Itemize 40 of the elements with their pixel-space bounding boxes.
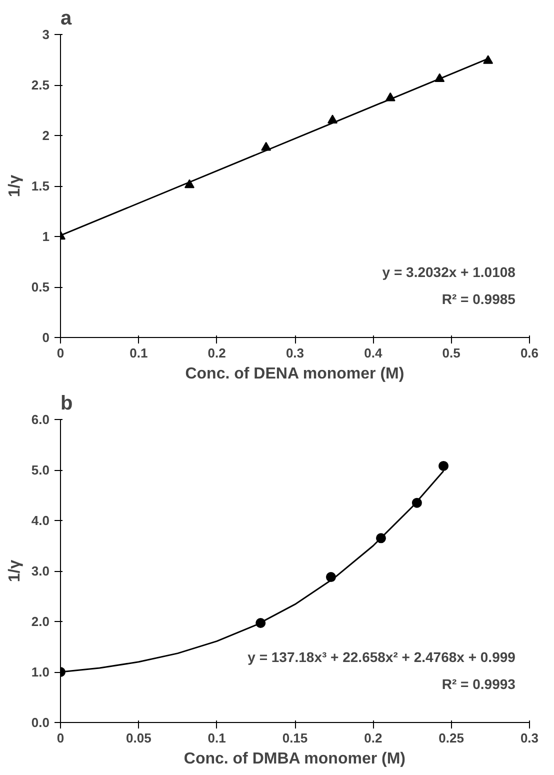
y-tick-label: 4.0 [31, 513, 50, 528]
y-tick-label: 2 [42, 128, 50, 143]
x-tick-label: 0 [56, 346, 64, 360]
x-tick-label: 0.3 [286, 346, 304, 360]
x-tick-label: 0.4 [364, 346, 383, 360]
y-tick-label: 6.0 [31, 412, 50, 427]
y-tick-label: 0.0 [31, 715, 50, 730]
x-tick-label: 0 [56, 730, 64, 746]
x-tick-label: 0.6 [520, 346, 539, 360]
point [438, 460, 449, 471]
annotation: y = 137.18x³ + 22.658x² + 2.4768x + 0.999 [248, 648, 516, 665]
y-tick-label: 1.0 [31, 664, 50, 680]
x-axis-title: Conc. of DMBA monomer (M) [184, 750, 406, 768]
x-tick-label: 0.5 [442, 346, 460, 360]
x-tick-label: 0.05 [126, 730, 152, 746]
x-tick-label: 0.1 [130, 346, 148, 360]
y-tick-label: 0.5 [31, 280, 50, 294]
chart-title: a [60, 8, 72, 30]
y-tick-label: 3 [42, 27, 50, 42]
chart-title: b [60, 392, 73, 414]
annotation: R² = 0.9985 [442, 291, 516, 308]
x-tick-label: 0.25 [438, 730, 464, 746]
x-tick-label: 0.15 [282, 730, 308, 746]
y-tick-label: 1 [42, 229, 50, 244]
x-tick-label: 0.2 [208, 346, 226, 360]
annotation: R² = 0.9993 [442, 676, 516, 692]
y-tick-label: 3.0 [31, 564, 50, 578]
x-tick-label: 0.1 [208, 730, 226, 746]
x-tick-label: 0.3 [520, 730, 539, 746]
x-axis-title: Conc. of DENA monomer (M) [185, 366, 404, 382]
x-tick-label: 0.2 [364, 730, 382, 746]
y-tick-label: 2.5 [31, 78, 50, 92]
y-tick-label: 0 [42, 330, 50, 345]
y-tick-label: 1.5 [31, 178, 50, 194]
y-tick-label: 2.0 [31, 614, 50, 629]
annotation: y = 3.2032x + 1.0108 [382, 264, 516, 280]
y-axis-title: 1/γ [6, 560, 24, 582]
y-tick-label: 5.0 [31, 462, 50, 478]
y-axis-title: 1/γ [6, 174, 24, 198]
point [483, 55, 494, 64]
